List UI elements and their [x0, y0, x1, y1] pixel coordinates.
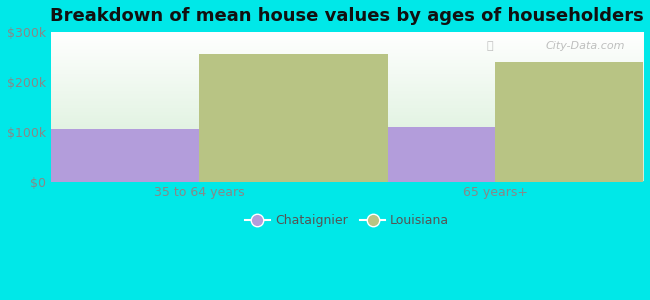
Bar [495, 62, 650, 182]
Title: Breakdown of mean house values by ages of householders: Breakdown of mean house values by ages o… [50, 7, 644, 25]
Bar [10, 129, 199, 182]
Bar [199, 55, 389, 182]
Text: ⦿: ⦿ [486, 41, 493, 51]
Bar [10, 129, 199, 182]
Legend: Chataignier, Louisiana: Chataignier, Louisiana [240, 209, 454, 232]
Bar [306, 127, 495, 182]
Bar [306, 127, 495, 182]
Text: City-Data.com: City-Data.com [546, 41, 625, 51]
Bar [199, 55, 389, 182]
Bar [495, 62, 650, 182]
